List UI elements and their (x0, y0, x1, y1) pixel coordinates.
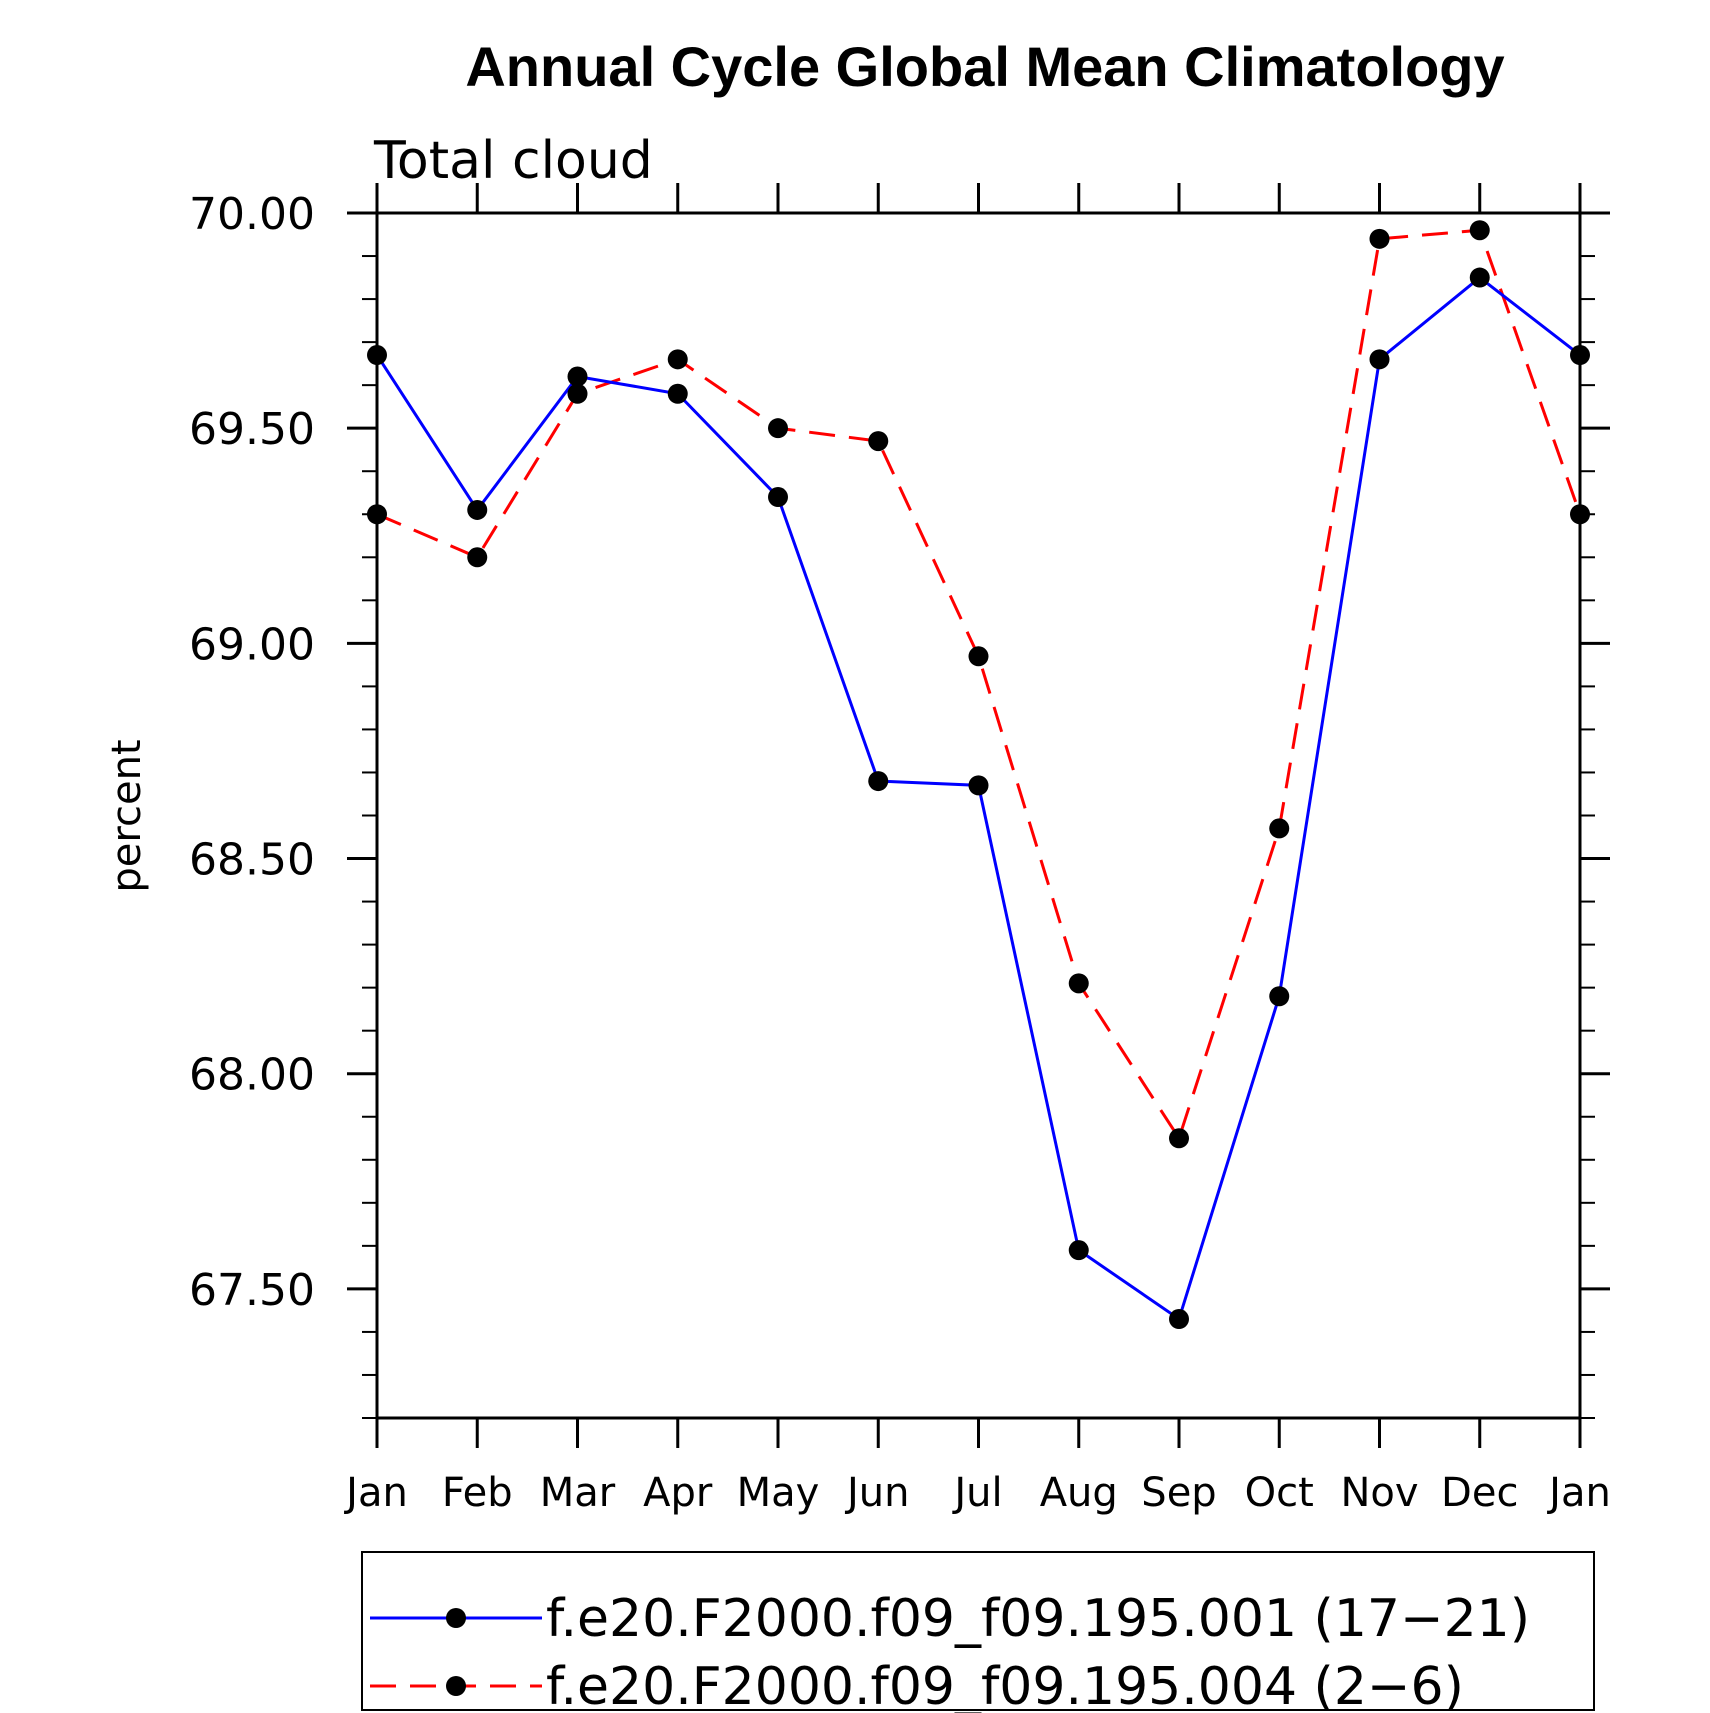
x-tick-label: Feb (442, 1470, 513, 1516)
y-tick-label: 70.00 (189, 189, 315, 240)
y-tick-label: 68.50 (189, 835, 315, 886)
data-point-series-1 (768, 487, 788, 508)
x-tick-label: Jan (1546, 1470, 1611, 1516)
legend: f.e20.F2000.f09_f09.195.001 (17−21) f.e20… (361, 1551, 1595, 1713)
data-point-series-2 (467, 547, 488, 568)
y-tick-label: 67.50 (189, 1265, 315, 1316)
data-point-series-1 (467, 499, 488, 520)
x-tick-label: Jun (844, 1470, 910, 1516)
data-point-series-1 (1269, 986, 1290, 1007)
data-point-series-2 (1068, 973, 1089, 994)
legend-label-2: f.e20.F2000.f09_f09.195.004 (2−6) (546, 1657, 1464, 1713)
plot-frame (375, 211, 1582, 1420)
chart-title: Annual Cycle Global Mean Climatology (465, 35, 1504, 98)
series-layer (367, 220, 1590, 1330)
data-point-series-2 (1169, 1128, 1189, 1149)
x-tick-label: Aug (1040, 1470, 1118, 1516)
data-point-series-1 (868, 771, 889, 792)
data-point-series-1 (1169, 1309, 1189, 1330)
x-tick-label: May (737, 1470, 820, 1516)
y-axis-label: percent (104, 739, 150, 892)
data-point-series-2 (1269, 818, 1290, 839)
legend-label-1: f.e20.F2000.f09_f09.195.001 (17−21) (546, 1589, 1530, 1649)
data-point-series-2 (1469, 220, 1490, 241)
y-tick-label: 68.00 (189, 1050, 315, 1101)
x-tick-label: Nov (1340, 1470, 1418, 1516)
chart-subtitle: Total cloud (373, 131, 653, 191)
data-point-series-1 (1570, 345, 1590, 366)
axes: Jan Feb Mar Apr May Jun Jul Aug Sep Oct Nov Dec Jan 7… (189, 183, 1611, 1516)
legend-box (361, 1551, 1595, 1711)
x-tick-label: Sep (1141, 1470, 1216, 1516)
data-point-series-2 (768, 418, 788, 439)
data-point-series-1 (367, 345, 387, 366)
y-tick-label: 69.00 (189, 619, 315, 670)
x-tick-label: Apr (643, 1470, 713, 1516)
data-point-series-2 (367, 504, 387, 525)
data-point-series-1 (567, 366, 588, 387)
legend-marker-1 (446, 1608, 466, 1628)
x-tick-label: Oct (1245, 1470, 1314, 1516)
data-point-series-1 (1369, 349, 1390, 370)
x-tick-label: Dec (1441, 1470, 1518, 1516)
data-point-series-1 (1469, 267, 1490, 288)
data-point-series-1 (1068, 1240, 1089, 1261)
data-point-series-2 (1369, 228, 1390, 249)
x-tick-label: Jul (951, 1470, 1002, 1516)
x-tick-label: Jan (343, 1470, 408, 1516)
x-tick-label: Mar (540, 1470, 616, 1516)
legend-marker-2 (446, 1676, 466, 1696)
data-point-series-2 (1570, 504, 1590, 525)
y-tick-label: 69.50 (189, 404, 315, 455)
data-point-series-2 (567, 383, 588, 404)
data-point-series-2 (868, 431, 889, 452)
data-point-series-2 (667, 349, 688, 370)
data-point-series-2 (968, 646, 989, 667)
series-line-2 (376, 228, 1582, 1142)
data-point-series-1 (968, 775, 989, 796)
data-point-series-1 (667, 383, 688, 404)
series-line-1 (375, 275, 1581, 1322)
